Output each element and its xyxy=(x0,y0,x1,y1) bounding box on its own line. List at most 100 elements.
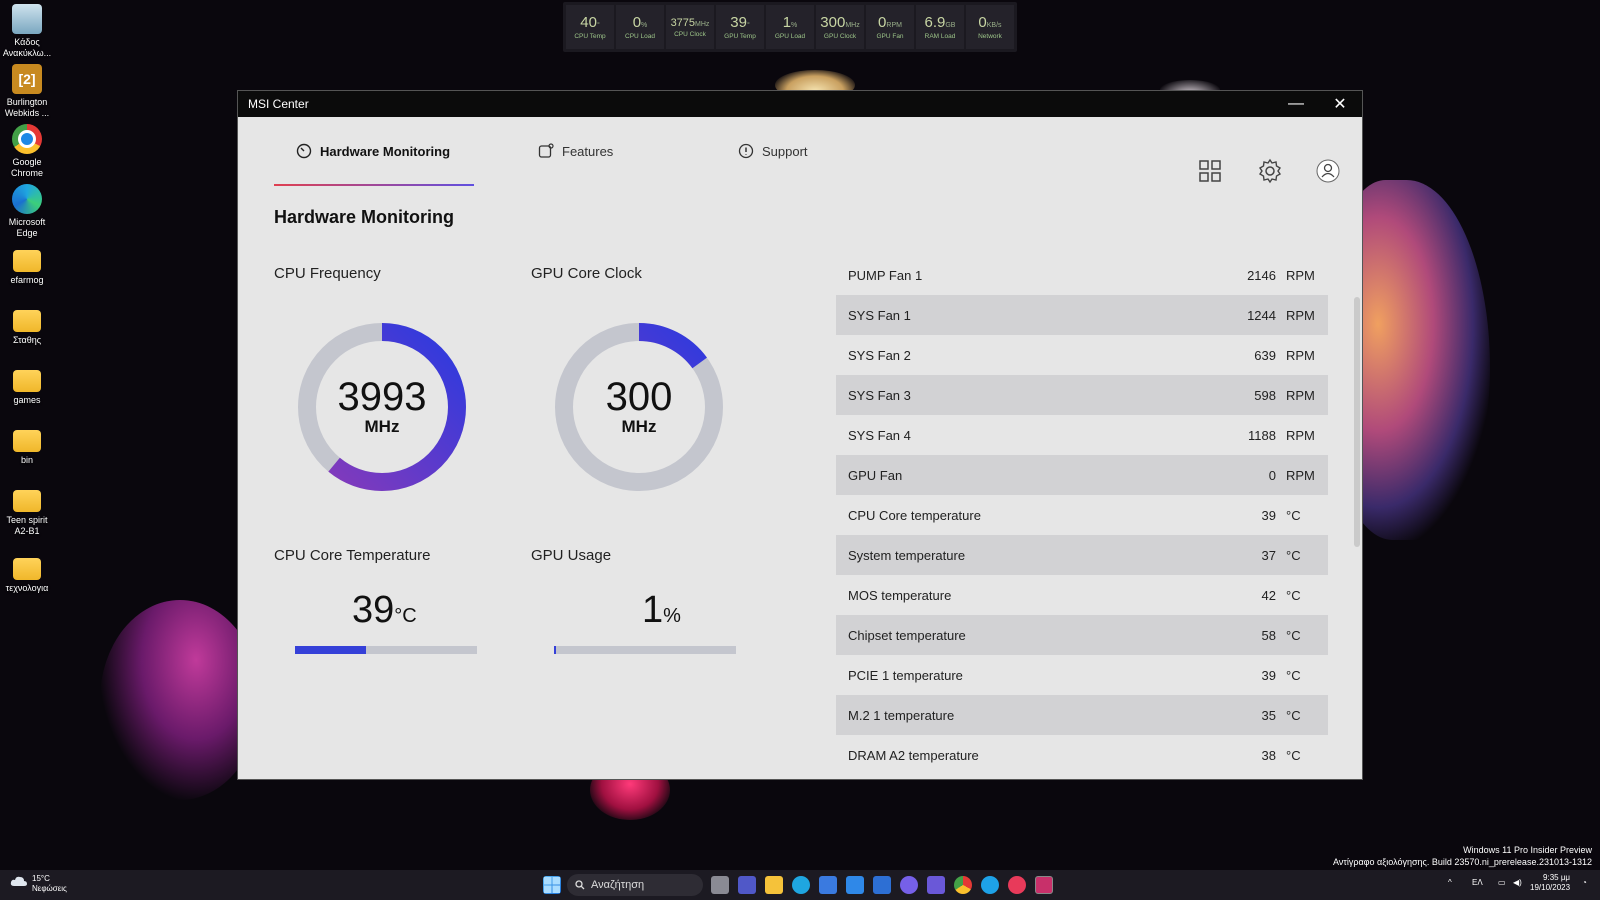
language-indicator[interactable]: ΕΛ xyxy=(1472,878,1483,887)
gpu-usage-readout: 1% xyxy=(642,589,681,632)
clock-date: 19/10/2023 xyxy=(1530,883,1571,892)
settings-button[interactable] xyxy=(1256,157,1284,185)
desktop-icon-chrome[interactable]: Google Chrome xyxy=(2,124,52,179)
headset-icon[interactable] xyxy=(1008,876,1026,894)
sensor-name: SYS Fan 2 xyxy=(848,347,911,363)
sensor-name: M.2 1 temperature xyxy=(848,707,955,723)
osd-unit: % xyxy=(791,22,798,29)
desktop-icon-label: bin xyxy=(20,455,33,465)
task-view-icon[interactable] xyxy=(711,876,729,894)
cpu-temp-bar-fill xyxy=(295,646,366,654)
tab-label: Features xyxy=(562,143,614,159)
sensor-value: 2146 xyxy=(1247,267,1276,283)
folder-icon xyxy=(13,490,41,512)
folder-icon xyxy=(13,310,41,332)
osd-number: 39 xyxy=(730,14,747,31)
osd-unit: GB xyxy=(945,22,956,29)
tab-label: Support xyxy=(762,143,808,159)
cpu-frequency-unit: MHz xyxy=(364,417,400,436)
gauge-fill-arc xyxy=(298,323,466,491)
show-hidden-icons[interactable]: ^ xyxy=(1448,878,1452,887)
msi-center-taskbar-icon[interactable] xyxy=(1035,876,1053,894)
desktop-icon-label: Teen spirit A2-B1 xyxy=(6,515,48,536)
cpu-temp-readout: 39°C xyxy=(352,589,417,632)
desktop-icon-technologia[interactable]: τεχνολογια xyxy=(2,552,52,594)
app-icon[interactable] xyxy=(927,876,945,894)
tab-features[interactable]: Features xyxy=(538,131,613,171)
sensor-name: MOS temperature xyxy=(848,587,952,603)
gpu-usage-value: 1 xyxy=(642,589,664,631)
desktop-icon-bin[interactable]: bin xyxy=(2,424,52,466)
viber-icon[interactable] xyxy=(900,876,918,894)
volume-icon[interactable]: ◀) xyxy=(1513,878,1522,887)
gpu-usage-unit: % xyxy=(663,605,681,627)
osd-cell: 40° CPU Temp xyxy=(566,5,614,49)
desktop-icon-label: efarmog xyxy=(10,275,44,285)
network-icon[interactable]: ▭ xyxy=(1498,878,1506,887)
tab-hardware-monitoring[interactable]: Hardware Monitoring xyxy=(296,131,450,171)
scrollbar[interactable] xyxy=(1354,297,1360,547)
sensor-row: MOS temperature 42 °C xyxy=(836,575,1328,615)
start-button[interactable] xyxy=(543,876,561,894)
grid-view-button[interactable] xyxy=(1196,157,1224,185)
desktop-icon-games[interactable]: games xyxy=(2,364,52,406)
sensor-name: SYS Fan 3 xyxy=(848,387,911,403)
cpu-temp-unit: °C xyxy=(394,605,417,627)
gauge-fill-arc xyxy=(555,323,723,491)
clock[interactable]: 9:35 μμ 19/10/2023 xyxy=(1530,873,1570,893)
store-icon[interactable] xyxy=(819,876,837,894)
desktop-icon-teen-spirit[interactable]: Teen spirit A2-B1 xyxy=(2,484,52,537)
desktop-icon-edge[interactable]: Microsoft Edge xyxy=(2,184,52,239)
sensor-row: DRAM A2 temperature 38 °C xyxy=(836,735,1328,767)
chrome-taskbar-icon[interactable] xyxy=(954,876,972,894)
sensor-name: CPU Core temperature xyxy=(848,507,981,523)
notification-icon[interactable]: ◔ xyxy=(1582,878,1587,887)
osd-unit: ° xyxy=(746,22,750,29)
sensor-name: GPU Fan xyxy=(848,467,903,483)
recycle-bin-icon xyxy=(12,4,42,34)
sensor-value: 58 xyxy=(1261,627,1276,643)
osd-number: 300 xyxy=(820,14,846,31)
edge-icon xyxy=(12,184,42,214)
teams-icon[interactable] xyxy=(738,876,756,894)
desktop-icon-recycle-bin[interactable]: Κάδος Ανακύκλω... xyxy=(2,4,52,59)
file-explorer-icon[interactable] xyxy=(765,876,783,894)
taskbar-search[interactable]: Αναζήτηση xyxy=(567,874,703,896)
desktop-icon-label: τεχνολογια xyxy=(5,583,49,593)
tab-support[interactable]: Support xyxy=(738,131,808,171)
weather-widget[interactable]: 15°C Νεφώσεις xyxy=(10,874,67,894)
window-title: MSI Center xyxy=(248,97,309,111)
desktop-icon-efarmog[interactable]: efarmog xyxy=(2,244,52,286)
desktop-icon-stathis[interactable]: Σταθης xyxy=(2,304,52,346)
account-button[interactable] xyxy=(1314,157,1342,185)
osd-value: 0RPM xyxy=(878,14,902,31)
outlook-icon[interactable] xyxy=(873,876,891,894)
osd-value: 0KB/s xyxy=(978,14,1001,31)
cpu-frequency-value: 3993 xyxy=(337,375,427,419)
gpu-usage-bar xyxy=(554,646,736,654)
page-title: Hardware Monitoring xyxy=(274,207,455,227)
cpu-temp-value: 39 xyxy=(352,589,395,631)
osd-value: 39° xyxy=(730,14,750,31)
sensor-row: SYS Fan 4 1188 RPM xyxy=(836,415,1328,455)
mail-icon[interactable] xyxy=(846,876,864,894)
title-bar[interactable]: MSI Center — ✕ xyxy=(238,91,1362,117)
minimize-button[interactable]: — xyxy=(1288,95,1304,112)
osd-cell: 39° GPU Temp xyxy=(716,5,764,49)
sensor-name: PCIE 1 temperature xyxy=(848,667,963,683)
sensor-unit: RPM xyxy=(1286,427,1315,443)
gear-icon xyxy=(1259,158,1281,184)
osd-number: 1 xyxy=(782,14,792,31)
edge-taskbar-icon[interactable] xyxy=(792,876,810,894)
close-button[interactable]: ✕ xyxy=(1333,96,1347,113)
clock-time: 9:35 μμ xyxy=(1543,873,1571,882)
desktop-icon-burlington[interactable]: [2] Burlington Webkids ... xyxy=(2,64,52,119)
sensor-unit: RPM xyxy=(1286,467,1315,483)
skype-icon[interactable] xyxy=(981,876,999,894)
desktop-icon-label: Microsoft Edge xyxy=(8,217,46,238)
search-icon xyxy=(575,880,585,890)
sensor-row: CPU Core temperature 39 °C xyxy=(836,495,1328,535)
sensor-value: 39 xyxy=(1261,507,1276,523)
sensor-list[interactable]: PUMP Fan 1 2146 RPM SYS Fan 1 1244 RPM SYS Fan… xyxy=(836,255,1328,767)
sensor-value: 42 xyxy=(1261,587,1276,603)
